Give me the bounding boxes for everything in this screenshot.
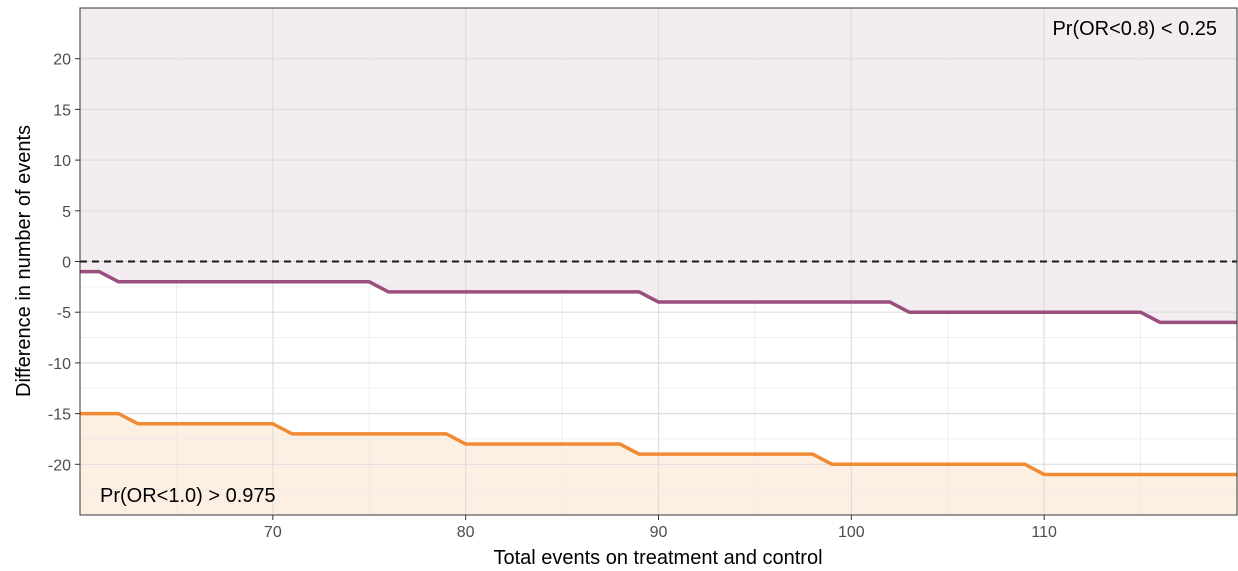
- y-tick-label: -5: [57, 305, 71, 322]
- x-tick-label: 80: [457, 524, 475, 541]
- y-tick-label: 15: [53, 102, 71, 119]
- y-tick-label: -20: [48, 457, 71, 474]
- x-tick-label: 110: [1031, 524, 1057, 541]
- series-1-line: [80, 269, 1237, 325]
- x-tick-label: 70: [264, 524, 282, 541]
- x-tick-label: 100: [838, 524, 865, 541]
- x-tick-label: 90: [650, 524, 668, 541]
- series-2-line: [80, 411, 1237, 477]
- x-axis-title: Total events on treatment and control: [493, 547, 822, 569]
- y-tick-label: -15: [48, 407, 71, 424]
- y-tick-label: 5: [62, 204, 71, 221]
- y-tick-label: 0: [62, 255, 71, 272]
- y-tick-label: 10: [53, 153, 71, 170]
- y-axis-title: Difference in number of events: [13, 125, 35, 397]
- annotation-top-right: Pr(OR<0.8) < 0.25: [1052, 18, 1217, 40]
- y-tick-label: 20: [53, 52, 71, 69]
- annotation-bottom-left: Pr(OR<1.0) > 0.975: [100, 485, 276, 507]
- y-tick-label: -10: [48, 356, 71, 373]
